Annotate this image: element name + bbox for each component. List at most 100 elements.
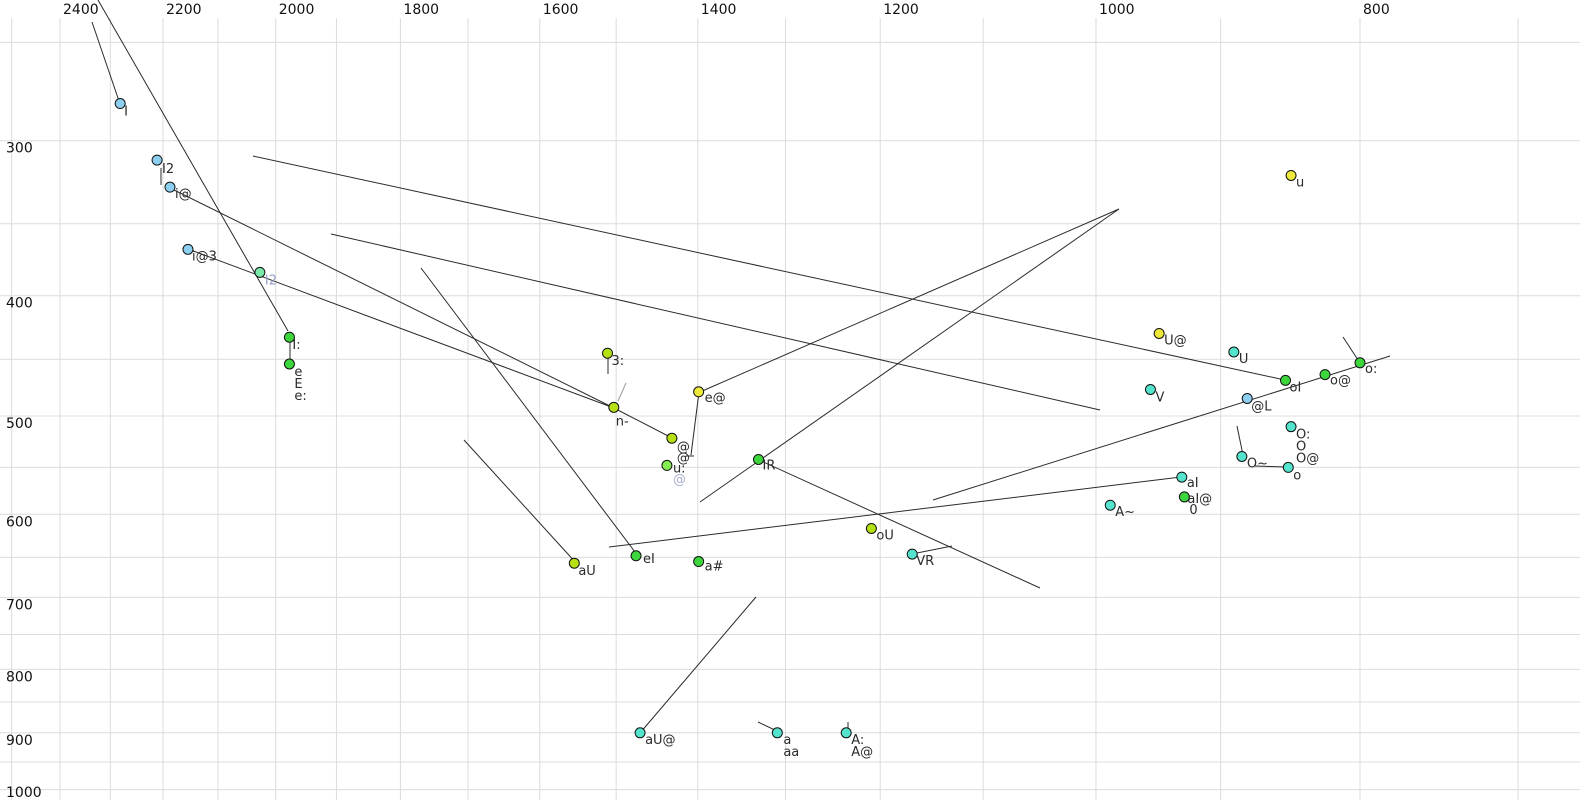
point-label-I2-b-0: I2 [265,273,277,288]
trajectory-line-17 [608,476,1182,548]
point-label-I-0: I [124,105,128,120]
data-point-a [771,727,783,739]
point-label-n--0: n- [616,414,629,429]
x-axis-tick-1600: 1600 [543,2,579,18]
y-axis-tick-800: 800 [6,669,33,685]
data-point-I: [283,331,295,343]
data-point-I2 [151,154,163,166]
y-axis-tick-300: 300 [6,141,33,157]
data-point-oU [865,522,877,534]
point-label-A:-0: A: [851,733,864,748]
trajectory-line-6 [613,407,673,439]
data-point-e [283,358,295,370]
point-label-O:-0: O: [1296,428,1310,443]
x-axis-tick-800: 800 [1363,2,1390,18]
x-axis-tick-1800: 1800 [403,2,439,18]
data-point-o: [1354,357,1366,369]
point-label-aU@-0: aU@ [645,733,675,748]
data-point-oI [1279,374,1291,386]
point-label-oI-0: oI [1289,380,1301,395]
y-axis-tick-600: 600 [6,514,33,530]
trajectory-line-19 [639,596,757,734]
data-point-O: [1285,421,1297,433]
trajectory-line-14 [699,208,1120,503]
trajectory-line-23 [932,355,1391,501]
data-point-3: [602,347,614,359]
point-label-a#-0: a# [705,560,724,575]
point-label-o-0: o [1293,468,1301,483]
data-point-@ [666,432,678,444]
data-point-aI [1176,471,1188,483]
point-label-I2-0: I2 [162,162,174,177]
point-label-U@-0: U@ [1164,333,1187,348]
data-point-u [1285,169,1297,181]
point-label-I:-0: I: [292,338,300,353]
point-label-3:-0: 3: [612,354,625,369]
point-label-V-0: V [1155,391,1164,406]
trajectory-line-1 [97,0,289,332]
data-point-I2-b [254,266,266,278]
point-label-A:-1: A@ [851,745,873,760]
point-label-u-0: u [1296,175,1304,190]
point-label-aU-0: aU [578,564,595,579]
point-label-i@-0: i@ [175,187,192,202]
point-label-eI-0: eI [643,552,655,567]
data-point-U [1228,346,1240,358]
point-label-@-1: @ [677,451,690,466]
point-label-VR-0: VR [916,554,934,569]
point-label-e-1: E [294,377,302,392]
data-point-i@3 [182,243,194,255]
point-label-e@-0: e@ [705,391,726,406]
trajectory-line-24 [1254,465,1287,468]
trajectory-line-12 [330,233,1101,411]
data-point-o [1282,461,1294,473]
y-axis-tick-400: 400 [6,296,33,312]
y-axis-tick-500: 500 [6,416,33,432]
y-axis-tick-700: 700 [6,597,33,613]
data-point-U@ [1153,327,1165,339]
point-label-a-0: a [783,733,791,748]
trajectory-line-7 [617,382,627,402]
data-point-VR [906,548,918,560]
point-label-aI-0: aI [1187,476,1199,491]
data-point-aU [568,557,580,569]
point-label-u:-0: u: [673,461,686,476]
data-point-a# [693,556,705,568]
point-label-A~-0: A~ [1115,505,1135,520]
point-label-@L-0: @L [1251,399,1272,414]
data-point-i@ [164,181,176,193]
point-label-e-0: e [294,365,302,380]
data-point-I [114,98,126,110]
data-point-o@ [1319,369,1331,381]
data-point-aU@ [634,727,646,739]
trajectory-line-13 [699,208,1120,393]
point-label-O:-2: O@ [1296,452,1319,467]
trajectory-line-11 [252,155,1286,381]
point-label-@-0: @ [677,440,690,455]
point-label-u:-1: @ [673,472,686,487]
trajectory-line-9 [690,391,700,456]
data-point-n- [608,401,620,413]
trajectory-line-18 [758,459,1041,589]
point-label-O:-1: O [1296,440,1306,455]
point-label-IR-0: IR [763,458,776,473]
data-point-e@ [693,386,705,398]
data-point-O~ [1236,450,1248,462]
x-axis-tick-1000: 1000 [1099,2,1135,18]
data-point-aI@ [1178,491,1190,503]
point-label-oU-0: oU [876,528,893,543]
data-point-A: [840,727,852,739]
x-axis-tick-2200: 2200 [166,2,202,18]
data-point-@L [1241,392,1253,404]
data-point-V [1144,384,1156,396]
point-label-O~-0: O~ [1247,456,1268,471]
x-axis-tick-2400: 2400 [63,2,99,18]
trajectory-line-5 [187,248,615,409]
trajectory-line-0 [91,21,120,102]
data-point-A~ [1104,499,1116,511]
point-label-U-0: U [1239,352,1249,367]
trajectory-line-4 [169,187,615,409]
data-point-u: [661,459,673,471]
x-axis-tick-2000: 2000 [279,2,315,18]
